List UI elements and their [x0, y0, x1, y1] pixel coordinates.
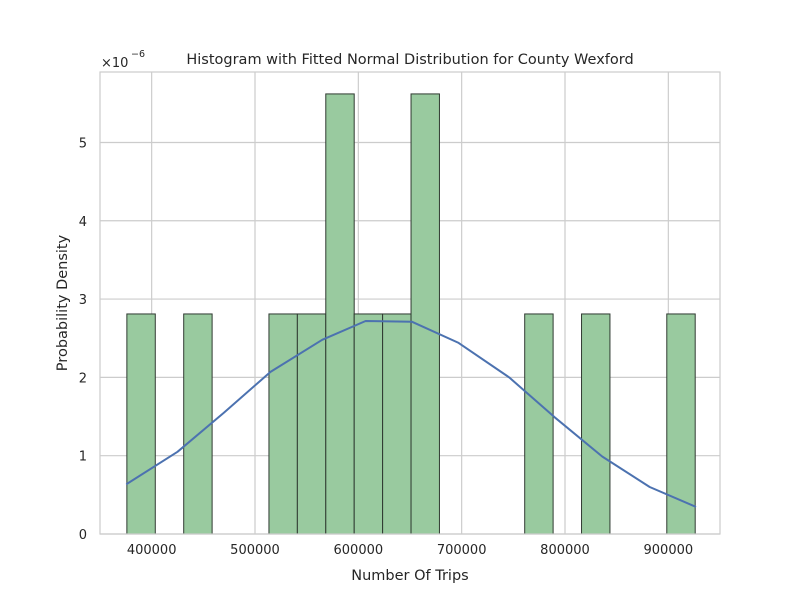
x-tick-label: 600000 — [334, 543, 384, 558]
histogram-bars — [126, 93, 696, 535]
histogram-bar — [524, 313, 554, 535]
fitted-curve-group — [125, 320, 697, 508]
plot-frame — [99, 71, 721, 535]
y-tick-label: 5 — [79, 136, 87, 151]
y-scale-exponent: −6 — [131, 49, 145, 60]
y-tick-label: 3 — [79, 293, 87, 308]
y-tick-labels: 0 1 2 3 4 5 — [79, 136, 87, 543]
fitted-normal-curve — [125, 320, 697, 508]
y-tick-label: 2 — [79, 371, 87, 386]
y-tick-label: 4 — [79, 215, 87, 230]
histogram-bar — [268, 313, 298, 535]
histogram-bar — [581, 313, 611, 535]
histogram-bar — [410, 93, 440, 535]
histogram-bar — [183, 313, 213, 535]
x-tick-labels: 400000 500000 600000 700000 800000 900000 — [127, 543, 693, 558]
y-scale-multiplier: ×10 — [101, 56, 128, 71]
x-tick-label: 900000 — [644, 543, 694, 558]
x-axis-label: Number Of Trips — [351, 568, 468, 584]
histogram-bar — [325, 93, 355, 535]
x-tick-label: 800000 — [540, 543, 590, 558]
x-tick-label: 400000 — [127, 543, 177, 558]
x-tick-label: 500000 — [230, 543, 280, 558]
chart-title: Histogram with Fitted Normal Distributio… — [186, 52, 633, 68]
y-tick-label: 0 — [79, 528, 87, 543]
histogram-bar — [353, 313, 384, 535]
x-tick-label: 700000 — [437, 543, 487, 558]
histogram-bar — [126, 313, 156, 535]
y-tick-label: 1 — [79, 450, 87, 465]
y-axis-label: Probability Density — [55, 234, 71, 371]
histogram-bar — [296, 313, 327, 535]
histogram-bar — [382, 313, 412, 535]
